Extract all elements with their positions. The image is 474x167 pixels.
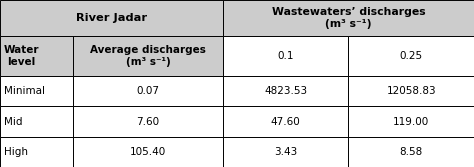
Text: Mid: Mid [4,117,22,127]
Bar [223,0,474,36]
Bar [0,76,73,106]
Text: 47.60: 47.60 [271,117,301,127]
Text: 3.43: 3.43 [274,147,297,157]
Text: 119.00: 119.00 [393,117,429,127]
Text: Wastewaters’ discharges
(m³ s⁻¹): Wastewaters’ discharges (m³ s⁻¹) [272,7,425,29]
Text: 8.58: 8.58 [400,147,423,157]
Bar [348,106,474,137]
Bar [73,36,223,76]
Bar [0,0,223,36]
Text: 0.1: 0.1 [277,51,294,61]
Text: Minimal: Minimal [4,86,45,96]
Text: 7.60: 7.60 [137,117,160,127]
Text: 105.40: 105.40 [130,147,166,157]
Bar [0,106,73,137]
Bar [73,106,223,137]
Bar [223,106,348,137]
Bar [0,137,73,167]
Text: Average discharges
(m³ s⁻¹): Average discharges (m³ s⁻¹) [90,45,206,66]
Text: Water
level: Water level [4,45,39,66]
Bar [223,76,348,106]
Text: High: High [4,147,28,157]
Bar [348,36,474,76]
Text: 12058.83: 12058.83 [386,86,436,96]
Bar [223,36,348,76]
Bar [348,76,474,106]
Bar [0,36,73,76]
Bar [348,137,474,167]
Text: River Jadar: River Jadar [76,13,147,23]
Bar [73,76,223,106]
Bar [73,137,223,167]
Bar [223,137,348,167]
Text: 4823.53: 4823.53 [264,86,307,96]
Text: 0.07: 0.07 [137,86,160,96]
Text: 0.25: 0.25 [400,51,423,61]
